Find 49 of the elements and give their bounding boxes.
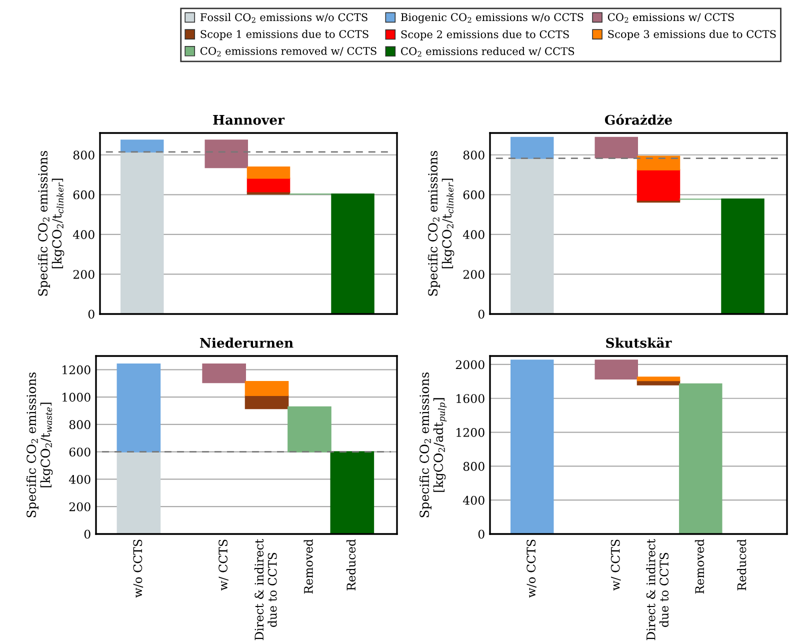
legend-label: Fossil CO$_{2}$ emissions w/o CCTS — [200, 13, 368, 23]
y-tick-label: 1000 — [62, 392, 90, 402]
y-tick-label: 600 — [69, 448, 90, 456]
y-tick-label: 800 — [69, 420, 90, 430]
text: Specific CO$_{2}$ emissions [kgCO$_{2}$/t$_{clinker}$] — [428, 150, 454, 296]
x-tick-label: w/ CCTS — [610, 540, 621, 591]
text: Specific CO$_{2}$ emissions [kgCO$_{2}$/adt$_{pulp}$] — [419, 372, 447, 518]
y-tick-label: 400 — [462, 230, 484, 240]
y-tick-label: 1200 — [456, 428, 484, 437]
text: Specific CO$_{2}$ emissions [kgCO$_{2}$/t$_{clinker}$] — [38, 150, 64, 296]
y-tick-label: 400 — [462, 496, 484, 505]
legend-label: Scope 3 emissions due to CCTS — [608, 30, 776, 40]
legend-label: CO$_{2}$ emissions reduced w/ CCTS — [401, 46, 574, 57]
legend-label: Scope 2 emissions due to CCTS — [401, 30, 569, 40]
y-tick-label: 800 — [463, 150, 484, 160]
y-tick-label: 1200 — [62, 365, 90, 374]
x-tick-label: w/o CCTS — [526, 540, 536, 598]
chart-title: Skutskär — [606, 337, 672, 348]
x-tick-label: Removed — [694, 539, 704, 594]
y-tick-label: 400 — [72, 230, 94, 240]
legend-label: Biogenic CO$_{2}$ emissions w/o CCTS — [401, 13, 584, 24]
chart-title: Górażdże — [604, 114, 672, 125]
y-tick-label: 600 — [73, 190, 94, 200]
y-tick-label: 200 — [463, 270, 484, 279]
chart-title: Hannover — [213, 115, 285, 125]
legend-label: CO$_{2}$ emissions removed w/ CCTS — [200, 46, 376, 56]
text: Specific CO$_{2}$ emissions [kgCO$_{2}$/t$_{waste}$] — [26, 372, 53, 518]
legend-label: CO$_{2}$ emissions w/ CCTS — [608, 13, 734, 23]
legend-label: Scope 1 emissions due to CCTS — [200, 30, 368, 40]
x-tick-label: Removed — [304, 539, 313, 594]
chart-title: Niederurnen — [200, 338, 294, 348]
x-tick-label: Reduced — [737, 539, 746, 590]
y-tick-label: 0 — [478, 530, 484, 539]
x-tick-label: Direct & indirect due to CCTS — [254, 538, 277, 640]
x-tick-label: Direct & indirect due to CCTS — [646, 538, 669, 640]
y-tick-label: 600 — [463, 190, 484, 200]
y-tick-label: 0 — [478, 310, 484, 319]
x-tick-label: Reduced — [346, 539, 356, 590]
y-tick-label: 800 — [463, 462, 484, 471]
x-tick-label: w/ CCTS — [218, 540, 228, 591]
y-tick-label: 1600 — [456, 394, 484, 404]
y-tick-label: 0 — [88, 310, 94, 319]
y-tick-label: 400 — [68, 474, 90, 484]
y-tick-label: 0 — [84, 530, 90, 539]
x-tick-label: w/o CCTS — [133, 540, 144, 598]
y-tick-label: 2000 — [456, 360, 484, 370]
y-tick-label: 800 — [73, 150, 94, 160]
y-tick-label: 200 — [69, 502, 90, 512]
y-tick-label: 200 — [73, 270, 94, 279]
